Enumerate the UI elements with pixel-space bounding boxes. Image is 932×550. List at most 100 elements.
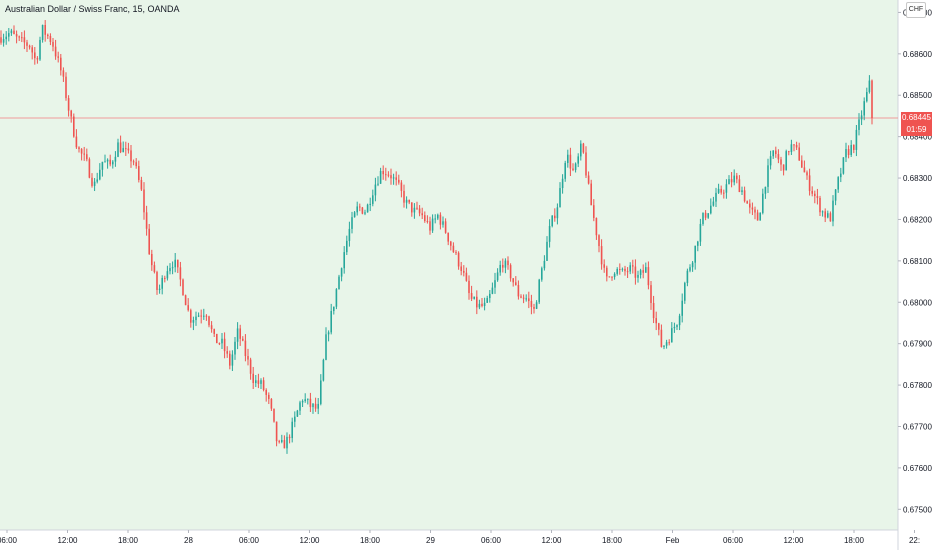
- candle-down: [528, 298, 530, 302]
- candle-up: [673, 326, 676, 329]
- candle-up: [158, 288, 161, 290]
- candle-down: [91, 177, 93, 186]
- candle-up: [616, 269, 618, 274]
- candle-down: [309, 398, 312, 408]
- candle-up: [473, 296, 475, 299]
- candle-down: [743, 190, 746, 202]
- candle-down: [275, 421, 278, 442]
- candle-up: [39, 39, 41, 60]
- candle-down: [119, 142, 122, 153]
- price-tick-label: 0.67500: [903, 505, 932, 514]
- candle-down: [507, 260, 509, 266]
- candle-up: [330, 311, 332, 333]
- time-tick-label: 12:00: [783, 536, 804, 545]
- candle-up: [842, 157, 845, 174]
- candle-up: [104, 161, 106, 163]
- candle-down: [512, 278, 514, 283]
- candle-down: [83, 153, 85, 155]
- candle-up: [442, 221, 444, 225]
- candle-down: [452, 245, 455, 253]
- candle-up: [717, 188, 720, 193]
- candle-down: [153, 265, 156, 273]
- candle-down: [403, 190, 405, 203]
- candle-down: [590, 183, 592, 206]
- candle-up: [117, 142, 119, 157]
- candle-down: [127, 148, 130, 151]
- candle-up: [203, 315, 205, 317]
- candle-up: [689, 267, 691, 271]
- candle-up: [255, 380, 257, 384]
- candle-down: [642, 270, 644, 273]
- candle-down: [151, 253, 153, 266]
- candle-down: [226, 351, 228, 354]
- price-tick-label: 0.67700: [903, 422, 932, 431]
- candle-down: [465, 272, 468, 281]
- candle-down: [28, 45, 31, 48]
- candle-down: [385, 174, 387, 176]
- candle-up: [868, 80, 871, 93]
- candle-up: [483, 302, 486, 307]
- candle-up: [850, 144, 852, 155]
- candle-up: [356, 206, 358, 213]
- currency-button[interactable]: CHF: [906, 2, 926, 18]
- candle-up: [335, 289, 338, 307]
- candle-up: [504, 260, 507, 268]
- candle-down: [444, 221, 447, 233]
- candle-down: [853, 144, 855, 150]
- candle-up: [541, 268, 543, 280]
- candle-down: [515, 282, 517, 286]
- candle-down: [468, 280, 470, 294]
- candle-down: [520, 296, 522, 298]
- candle-down: [751, 207, 754, 210]
- candle-down: [603, 264, 605, 268]
- candle-down: [463, 270, 465, 273]
- candle-down: [252, 373, 254, 384]
- candle-up: [437, 214, 439, 219]
- candle-down: [650, 285, 652, 304]
- candle-up: [327, 332, 330, 335]
- candle-up: [772, 150, 774, 157]
- candle-down: [218, 343, 221, 345]
- candle-down: [200, 315, 202, 317]
- candle-down: [229, 353, 231, 366]
- time-tick-label: 06:00: [0, 536, 18, 545]
- candle-down: [470, 293, 473, 299]
- candle-down: [606, 267, 608, 277]
- candle-down: [814, 193, 816, 197]
- candle-up: [707, 213, 709, 218]
- time-tick-label: 12:00: [299, 536, 320, 545]
- candle-down: [208, 316, 210, 326]
- candle-up: [10, 30, 13, 34]
- candle-down: [314, 403, 317, 409]
- candle-up: [741, 190, 743, 193]
- candle-down: [73, 116, 75, 137]
- candle-up: [478, 303, 481, 308]
- candle-up: [827, 213, 829, 218]
- candle-down: [361, 207, 364, 214]
- candle-up: [840, 173, 842, 178]
- candle-down: [788, 151, 790, 153]
- candle-down: [179, 267, 182, 280]
- candle-down: [652, 303, 655, 319]
- candle-up: [307, 398, 309, 400]
- candle-down: [125, 148, 127, 150]
- candle-up: [379, 171, 382, 184]
- candle-up: [621, 268, 624, 270]
- candle-up: [340, 268, 343, 277]
- candle-up: [338, 276, 340, 290]
- candle-down: [247, 356, 249, 360]
- candle-down: [67, 98, 70, 111]
- candle-up: [174, 259, 176, 268]
- candle-down: [704, 212, 707, 218]
- candle-up: [728, 179, 730, 185]
- candle-down: [54, 46, 57, 57]
- candle-down: [80, 149, 83, 154]
- candle-up: [577, 156, 579, 164]
- candle-up: [834, 189, 837, 201]
- candle-up: [325, 334, 327, 360]
- candle-down: [65, 76, 67, 99]
- time-tick-label: 12:00: [541, 536, 562, 545]
- candle-up: [286, 436, 288, 449]
